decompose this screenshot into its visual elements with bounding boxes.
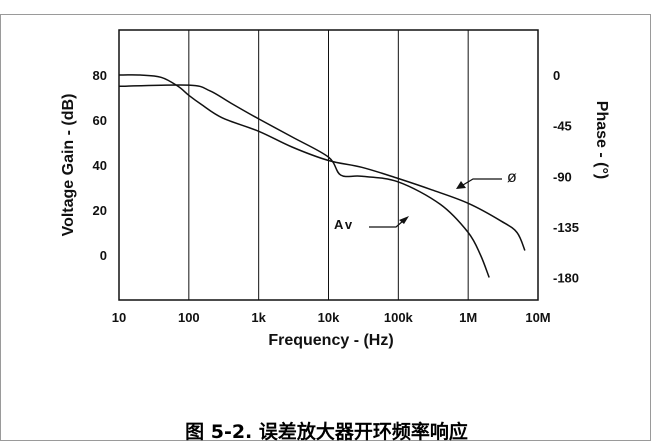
x-tick-label: 100: [178, 310, 200, 325]
annotation-phase-arrow: [456, 181, 466, 189]
y-tick-label-right: 0: [553, 68, 560, 83]
chart: 10 100 1k 10k 100k 1M 10M 0 20 40 60 80 0 -45 -90 -135 -…: [60, 29, 610, 349]
annotation-phase-leader: [462, 178, 502, 186]
x-tick-label: 1M: [459, 310, 477, 325]
annotation-av-arrow: [399, 216, 409, 224]
tick-labels: 10 100 1k 10k 100k 1M 10M 0 20 40 60 80 0 -45 -90 -135 -…: [93, 68, 580, 325]
x-tick-label: 10M: [525, 310, 550, 325]
plot-area-border: [118, 29, 539, 301]
figure-caption: 图 5-2. 误差放大器开环频率响应: [185, 421, 468, 443]
y-tick-label-left: 40: [93, 158, 107, 173]
y-axis-title-right: Phase - (°): [593, 101, 610, 179]
figure-frame: 10 100 1k 10k 100k 1M 10M 0 20 40 60 80 0 -45 -90 -135 -…: [0, 14, 651, 443]
annotation-phase: ø: [507, 169, 519, 186]
annotation-av: Av: [334, 217, 354, 232]
y-tick-label-left: 0: [100, 248, 107, 263]
y-tick-label-left: 20: [93, 203, 107, 218]
grid: [188, 30, 469, 300]
x-axis-title: Frequency - (Hz): [268, 332, 393, 349]
y-tick-label-right: -180: [553, 271, 579, 286]
gain-curve: [119, 74, 526, 251]
y-tick-label-left: 60: [93, 113, 107, 128]
y-tick-label-left: 80: [93, 68, 107, 83]
curves: [119, 74, 526, 278]
y-tick-label-right: -45: [553, 119, 572, 134]
y-axis-title-left: Voltage Gain - (dB): [60, 94, 77, 237]
x-tick-label: 10: [112, 310, 126, 325]
x-tick-label: 10k: [318, 310, 340, 325]
y-tick-label-right: -90: [553, 169, 572, 184]
x-tick-label: 100k: [384, 310, 414, 325]
annotations: Av ø: [334, 169, 519, 232]
annotation-av-leader: [369, 220, 404, 228]
x-tick-label: 1k: [251, 310, 266, 325]
y-tick-label-right: -135: [553, 220, 579, 235]
phase-curve: [119, 84, 490, 278]
